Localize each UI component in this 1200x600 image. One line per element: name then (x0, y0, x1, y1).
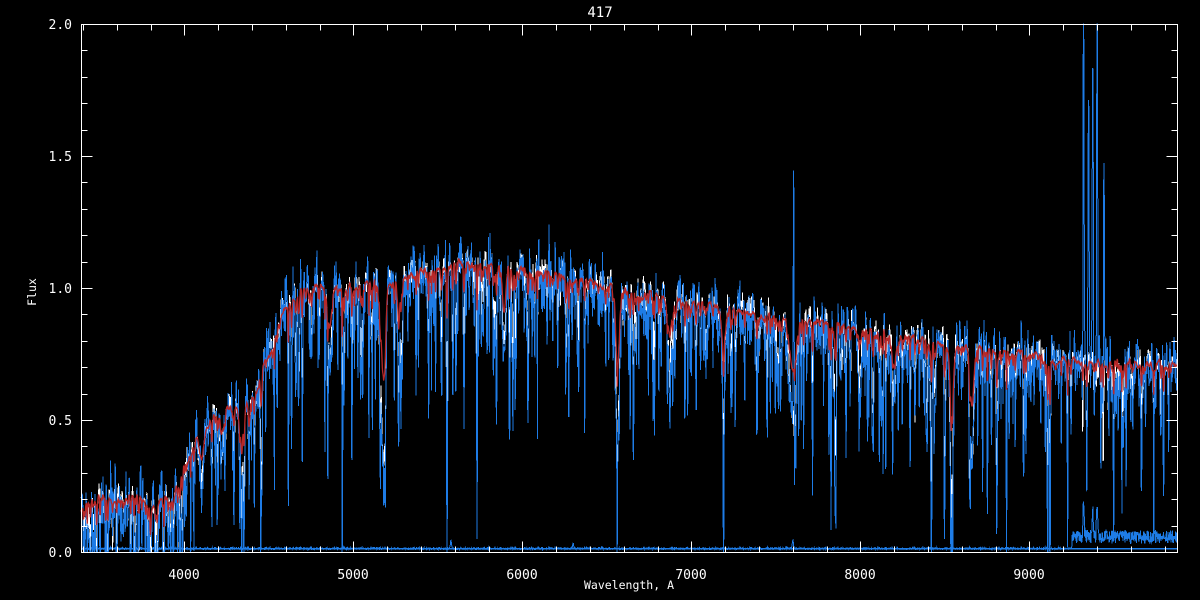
y-tick-label: 0.0 (49, 546, 72, 561)
y-tick-label: 2.0 (49, 18, 72, 33)
x-tick-label: 6000 (506, 568, 537, 583)
y-tick-label: 0.5 (49, 414, 72, 429)
y-axis-label: Flux (25, 278, 39, 306)
series-observed-spectrum (80, 23, 1178, 553)
x-tick-label: 5000 (337, 568, 368, 583)
y-tick-label: 1.0 (49, 282, 72, 297)
axis-tick-labels: 4000 5000 6000 7000 8000 9000 0.0 0.5 1.0 1.5 2.0 (49, 18, 1045, 583)
y-tick-label: 1.5 (49, 150, 72, 165)
series-model-fit (80, 258, 1178, 535)
page-title: 417 (587, 5, 612, 21)
x-tick-label: 7000 (675, 568, 706, 583)
x-tick-label: 8000 (844, 568, 875, 583)
x-tick-label: 4000 (168, 568, 199, 583)
x-axis-label: Wavelength, A (584, 578, 674, 592)
series-error-spectrum (80, 501, 1178, 552)
x-tick-label: 9000 (1013, 568, 1044, 583)
axis-ticks (81, 24, 1178, 553)
